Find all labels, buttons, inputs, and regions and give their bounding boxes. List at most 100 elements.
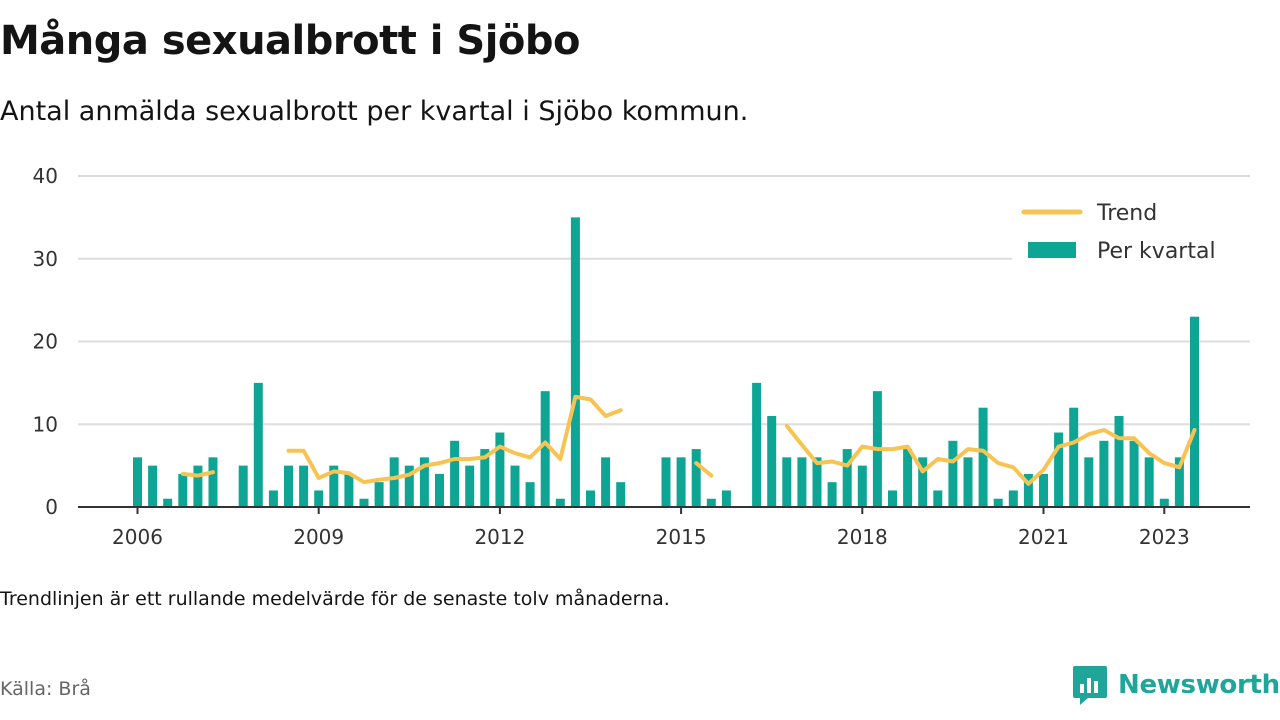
bar-2008Q2 bbox=[268, 490, 278, 507]
bar-2006Q2 bbox=[148, 465, 158, 507]
bar-2010Q1 bbox=[374, 482, 384, 507]
bar-2022Q2 bbox=[1114, 415, 1124, 507]
bar-2013Q3 bbox=[586, 490, 595, 507]
bar-2023Q3 bbox=[1190, 316, 1199, 507]
bar-2018Q1 bbox=[857, 465, 867, 507]
bar-2007Q2 bbox=[208, 457, 218, 507]
bar-2010Q4 bbox=[419, 457, 429, 507]
bar-2011Q1 bbox=[435, 473, 444, 507]
chart-subtitle: Antal anmälda sexualbrott per kvartal i … bbox=[0, 96, 749, 127]
y-tick-label-0: 0 bbox=[45, 495, 58, 519]
chart-title: Många sexualbrott i Sjöbo bbox=[0, 18, 581, 64]
chart-area: 0 10 20 30 40 2006 2009 2012 2015 2018 2021 2023 T… bbox=[33, 164, 1250, 549]
bar-2010Q2 bbox=[389, 457, 399, 507]
bar-2018Q4 bbox=[903, 449, 913, 507]
bar-2016Q3 bbox=[767, 415, 777, 507]
bar-2012Q3 bbox=[525, 482, 535, 507]
bar-2023Q2 bbox=[1174, 457, 1184, 507]
legend-label-per-kvartal: Per kvartal bbox=[1097, 239, 1216, 264]
bar-2020Q4 bbox=[1023, 473, 1033, 507]
bar-2019Q1 bbox=[918, 457, 928, 507]
bar-2009Q3 bbox=[344, 473, 354, 507]
bar-2016Q4 bbox=[782, 457, 792, 507]
bar-2012Q1 bbox=[495, 432, 505, 507]
x-tick-label-2006: 2006 bbox=[112, 525, 163, 549]
legend-background bbox=[1012, 190, 1250, 276]
bar-2017Q3 bbox=[827, 482, 837, 507]
bar-2021Q2 bbox=[1054, 432, 1064, 507]
bar-2022Q1 bbox=[1099, 440, 1109, 507]
bar-2016Q2 bbox=[752, 382, 762, 507]
y-axis-ticks: 0 10 20 30 40 bbox=[33, 164, 58, 519]
bar-2022Q3 bbox=[1129, 440, 1139, 507]
bar-2017Q2 bbox=[812, 457, 822, 507]
trend-line-segment bbox=[286, 394, 623, 485]
x-tick-label-2021: 2021 bbox=[1018, 525, 1069, 549]
y-tick-label-10: 10 bbox=[33, 412, 58, 436]
newsworthy-logo-text: Newsworthy bbox=[1118, 670, 1280, 700]
bar-2020Q3 bbox=[1008, 490, 1018, 507]
legend: Trend Per kvartal bbox=[1012, 190, 1250, 276]
bar-2009Q1 bbox=[314, 490, 324, 507]
bar-2014Q1 bbox=[616, 482, 626, 507]
bar-2023Q1 bbox=[1159, 498, 1169, 507]
bar-2007Q1 bbox=[193, 465, 203, 507]
bar-2008Q3 bbox=[284, 465, 293, 507]
trend-series bbox=[180, 394, 1197, 486]
bar-2013Q1 bbox=[555, 498, 565, 507]
trend-line-segment bbox=[694, 461, 714, 478]
footnote: Trendlinjen är ett rullande medelvärde f… bbox=[0, 588, 670, 610]
bar-2011Q2 bbox=[450, 440, 460, 507]
x-tick-label-2012: 2012 bbox=[474, 525, 525, 549]
newsworthy-logo-icon bbox=[1073, 666, 1107, 705]
x-tick-label-2018: 2018 bbox=[837, 525, 888, 549]
bar-2006Q3 bbox=[163, 498, 173, 507]
bar-2006Q1 bbox=[133, 457, 142, 507]
bar-2019Q4 bbox=[963, 457, 973, 507]
bar-2015Q3 bbox=[706, 498, 716, 507]
bar-2009Q2 bbox=[329, 465, 339, 507]
bar-2019Q3 bbox=[948, 440, 958, 507]
y-tick-label-30: 30 bbox=[33, 247, 58, 271]
bar-2020Q1 bbox=[978, 407, 988, 507]
trend-line-segment bbox=[180, 470, 215, 478]
bar-2006Q4 bbox=[178, 473, 188, 507]
source-credit: Källa: Brå bbox=[0, 678, 91, 700]
bar-2011Q3 bbox=[465, 465, 475, 507]
bar-2011Q4 bbox=[480, 449, 490, 507]
x-tick-label-2015: 2015 bbox=[656, 525, 707, 549]
legend-bar-swatch bbox=[1028, 242, 1076, 258]
x-tick-label-2009: 2009 bbox=[293, 525, 344, 549]
bar-2019Q2 bbox=[933, 490, 943, 507]
bar-series bbox=[133, 217, 1199, 507]
bar-2022Q4 bbox=[1144, 457, 1154, 507]
bar-2014Q4 bbox=[661, 457, 671, 507]
bar-2018Q3 bbox=[888, 490, 897, 507]
bar-2008Q4 bbox=[299, 465, 309, 507]
bar-2017Q1 bbox=[797, 457, 807, 507]
bar-2020Q2 bbox=[993, 498, 1003, 507]
y-tick-label-20: 20 bbox=[33, 330, 58, 354]
bar-2009Q4 bbox=[359, 498, 369, 507]
bar-2017Q4 bbox=[842, 449, 852, 507]
bar-2021Q1 bbox=[1039, 473, 1048, 507]
bar-2010Q3 bbox=[404, 465, 414, 507]
newsworthy-logo[interactable]: Newsworthy bbox=[1072, 664, 1280, 706]
bar-2012Q2 bbox=[510, 465, 520, 507]
trend-line-segment bbox=[784, 423, 1197, 486]
bar-2015Q4 bbox=[721, 490, 731, 507]
gridlines bbox=[78, 175, 1250, 426]
bar-2015Q1 bbox=[676, 457, 686, 507]
bar-2012Q4 bbox=[540, 391, 550, 507]
bar-2013Q2 bbox=[570, 217, 580, 507]
legend-label-trend: Trend bbox=[1096, 201, 1157, 226]
x-tick-label-2023: 2023 bbox=[1139, 525, 1190, 549]
bar-2007Q4 bbox=[238, 465, 248, 507]
bar-2015Q2 bbox=[691, 449, 701, 507]
x-axis-ticks: 2006 2009 2012 2015 2018 2021 2023 bbox=[112, 507, 1190, 549]
bar-2008Q1 bbox=[253, 382, 263, 507]
bar-2021Q3 bbox=[1069, 407, 1079, 507]
y-tick-label-40: 40 bbox=[33, 164, 58, 188]
bar-2021Q4 bbox=[1084, 457, 1094, 507]
bar-2013Q4 bbox=[601, 457, 611, 507]
